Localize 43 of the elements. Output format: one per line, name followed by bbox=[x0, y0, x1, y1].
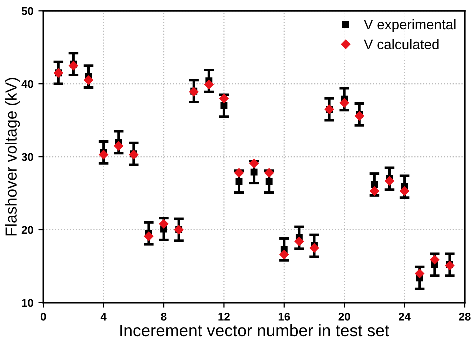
x-axis-title: Incerement vector number in test set bbox=[120, 324, 390, 337]
point bbox=[250, 168, 258, 176]
point bbox=[69, 61, 78, 70]
point bbox=[220, 102, 228, 110]
x-tick-label: 20 bbox=[338, 312, 350, 321]
x-tick-label: 16 bbox=[278, 312, 290, 321]
x-tick-label: 24 bbox=[399, 312, 411, 321]
point bbox=[114, 141, 124, 151]
point bbox=[355, 112, 364, 121]
legend-label: V calculated bbox=[364, 39, 439, 50]
point bbox=[250, 158, 259, 168]
point bbox=[430, 255, 440, 265]
point bbox=[371, 181, 378, 188]
y-axis-title: Flashover voltage (kV) bbox=[5, 78, 20, 236]
y-tick-label: 10 bbox=[22, 299, 34, 308]
legend-label: V experimental bbox=[364, 19, 456, 32]
point bbox=[99, 150, 108, 160]
x-tick-label: 4 bbox=[100, 313, 107, 321]
point bbox=[84, 76, 94, 86]
point bbox=[370, 186, 380, 196]
point bbox=[159, 220, 169, 229]
point bbox=[415, 269, 424, 278]
x-tick-label: 0 bbox=[40, 312, 46, 321]
point bbox=[266, 178, 273, 186]
point bbox=[294, 237, 304, 246]
point bbox=[204, 80, 214, 90]
x-tick-label: 12 bbox=[218, 312, 230, 321]
point bbox=[400, 186, 410, 196]
y-tick-label: 40 bbox=[22, 80, 34, 88]
y-tick-label: 30 bbox=[22, 153, 34, 162]
point bbox=[340, 98, 350, 108]
point bbox=[385, 176, 394, 186]
x-tick-label: 28 bbox=[459, 312, 471, 321]
point bbox=[280, 250, 290, 260]
x-tick-label: 8 bbox=[161, 312, 167, 321]
point bbox=[264, 168, 274, 178]
point bbox=[310, 244, 320, 253]
y-tick-label: 50 bbox=[22, 7, 34, 16]
point bbox=[220, 94, 229, 104]
point bbox=[144, 232, 154, 242]
point bbox=[236, 178, 243, 186]
y-tick-label: 20 bbox=[22, 226, 34, 234]
point bbox=[234, 168, 244, 178]
